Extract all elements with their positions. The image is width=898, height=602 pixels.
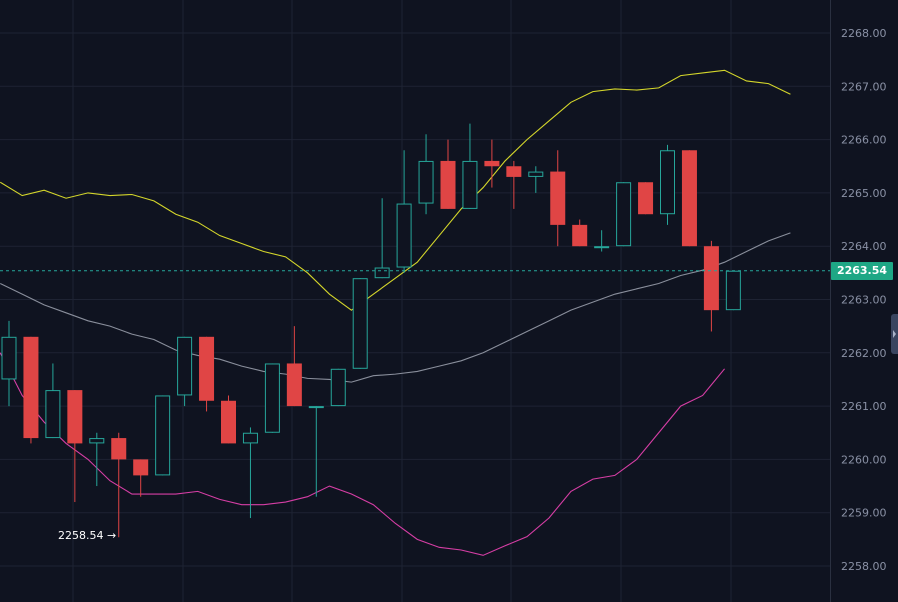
candle-up[interactable] — [1, 320, 17, 407]
candle-body — [177, 336, 193, 396]
candle-up[interactable] — [45, 363, 61, 439]
candle-body — [242, 432, 258, 444]
candle-body — [308, 406, 324, 409]
candle-body — [111, 438, 127, 460]
candle-body — [221, 400, 236, 444]
candle-body — [703, 246, 719, 311]
candle-up[interactable] — [725, 270, 741, 311]
candle-body — [616, 182, 632, 247]
candle-up[interactable] — [330, 368, 346, 407]
upper-band-line — [0, 69, 791, 311]
candle-up[interactable] — [374, 198, 390, 279]
candle-down[interactable] — [703, 240, 719, 332]
candle-up[interactable] — [660, 144, 675, 225]
candle-up[interactable] — [418, 134, 434, 215]
candle-body — [286, 363, 302, 407]
price-tick-label: 2259.00 — [841, 507, 887, 520]
candle-body — [572, 224, 588, 247]
candle-down[interactable] — [506, 160, 522, 209]
candle-body — [1, 336, 17, 380]
candle-up[interactable] — [616, 182, 632, 247]
candle-up[interactable] — [177, 336, 193, 407]
candle-down[interactable] — [572, 219, 588, 247]
candle-body — [638, 182, 654, 215]
candle-body — [396, 203, 412, 268]
candle-up[interactable] — [264, 363, 280, 433]
candle-body — [506, 166, 522, 177]
middle-band-line — [0, 232, 791, 383]
price-tick-label: 2264.00 — [841, 240, 887, 253]
candle-body — [484, 160, 500, 167]
price-tick-label: 2266.00 — [841, 134, 887, 147]
price-tick-label: 2265.00 — [841, 187, 887, 200]
candle-up[interactable] — [89, 432, 105, 487]
candle-up[interactable] — [462, 123, 478, 209]
candle-body — [440, 160, 456, 209]
candle-down[interactable] — [133, 459, 149, 497]
candle-body — [67, 390, 83, 444]
candle-body — [660, 150, 675, 215]
bollinger-bands — [0, 69, 791, 556]
candle-down[interactable] — [638, 182, 654, 215]
candles[interactable] — [1, 123, 741, 538]
candle-body — [133, 459, 149, 476]
candle-down[interactable] — [681, 150, 697, 247]
arrow-right-icon: → — [107, 529, 117, 543]
candle-body — [418, 160, 434, 204]
candle-body — [374, 267, 390, 279]
candle-body — [725, 270, 741, 311]
price-tick-label: 2267.00 — [841, 80, 887, 93]
price-axis[interactable]: 2258.00 2259.00 2260.00 2261.00 2262.00 2263.… — [831, 0, 898, 602]
candle-body — [681, 150, 697, 247]
candle-up[interactable] — [594, 230, 610, 252]
candle-body — [462, 160, 478, 209]
candle-up[interactable] — [396, 150, 412, 273]
candle-up[interactable] — [242, 427, 258, 519]
candle-up[interactable] — [308, 406, 324, 497]
candle-body — [199, 336, 215, 401]
candle-body — [528, 171, 544, 177]
lower-band-line — [0, 352, 725, 556]
candle-body — [330, 368, 346, 407]
price-axis-background — [831, 0, 898, 602]
candle-down[interactable] — [23, 336, 39, 444]
candle-body — [550, 171, 566, 225]
current-price-tag: 2263.54 — [831, 261, 893, 280]
price-tick-label: 2258.00 — [841, 560, 887, 573]
candle-body — [264, 363, 280, 433]
candle-body — [89, 438, 105, 444]
candle-down[interactable] — [111, 432, 127, 538]
candle-down[interactable] — [484, 139, 500, 188]
price-tick-label: 2260.00 — [841, 453, 887, 466]
candle-down[interactable] — [221, 395, 236, 444]
candle-body — [594, 246, 610, 249]
candle-body — [45, 390, 61, 439]
candle-up[interactable] — [352, 278, 368, 369]
candle-up[interactable] — [528, 166, 544, 193]
price-tick-label: 2262.00 — [841, 347, 887, 360]
candle-body — [155, 395, 171, 476]
candle-body — [352, 278, 368, 369]
candle-down[interactable] — [440, 139, 456, 209]
candle-body — [23, 336, 39, 439]
candle-up[interactable] — [155, 395, 171, 476]
candle-down[interactable] — [286, 326, 302, 407]
scroll-right-handle[interactable] — [891, 314, 898, 354]
price-tick-label: 2263.00 — [841, 294, 887, 307]
low-price-annotation: 2258.54 → — [58, 529, 116, 542]
candle-down[interactable] — [199, 336, 215, 412]
low-price-value: 2258.54 — [58, 529, 104, 543]
candle-down[interactable] — [550, 150, 566, 247]
candle-down[interactable] — [67, 390, 83, 503]
price-tick-label: 2261.00 — [841, 400, 887, 413]
price-tick-label: 2268.00 — [841, 27, 887, 40]
